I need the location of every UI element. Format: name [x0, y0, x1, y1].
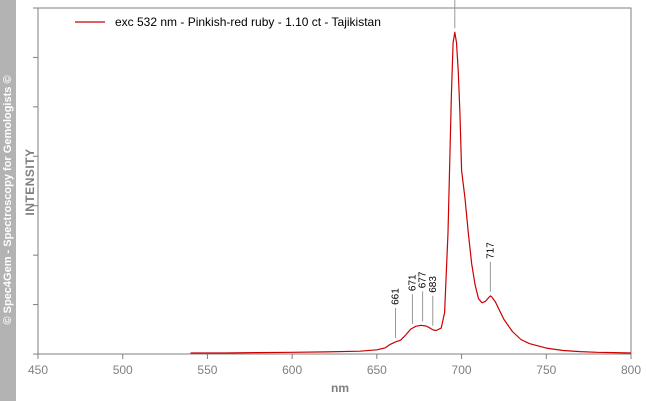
- x-tick-label-600: 600: [282, 363, 302, 377]
- peak-label-717: 717: [485, 242, 496, 259]
- plot-frame: [37, 7, 632, 355]
- x-tick-label-500: 500: [113, 363, 133, 377]
- x-tick-label-700: 700: [452, 363, 472, 377]
- y-axis-ticks: [33, 7, 38, 355]
- chart-legend: exc 532 nm - Pinkish-red ruby - 1.10 ct …: [75, 15, 381, 29]
- series-layer: [190, 31, 632, 354]
- x-axis-ticks: 450 500 550 600 650 700 750 800: [28, 354, 641, 377]
- peak-annotations: 661671677683696717: [390, 0, 496, 338]
- x-axis-label: nm: [331, 381, 349, 395]
- peak-label-661: 661: [390, 288, 401, 305]
- x-tick-label-650: 650: [367, 363, 387, 377]
- peak-label-683: 683: [428, 276, 439, 293]
- chart-axes: [37, 7, 632, 355]
- legend-label: exc 532 nm - Pinkish-red ruby - 1.10 ct …: [115, 15, 381, 29]
- x-tick-label-800: 800: [621, 363, 641, 377]
- x-tick-label-750: 750: [536, 363, 556, 377]
- series-line-0: [190, 31, 632, 354]
- x-tick-label-450: 450: [28, 363, 48, 377]
- watermark-bar: © Spec4Gem - Spectroscopy for Gemologist…: [0, 0, 16, 401]
- x-tick-label-550: 550: [197, 363, 217, 377]
- peak-label-671: 671: [407, 274, 418, 291]
- peak-label-677: 677: [418, 271, 429, 288]
